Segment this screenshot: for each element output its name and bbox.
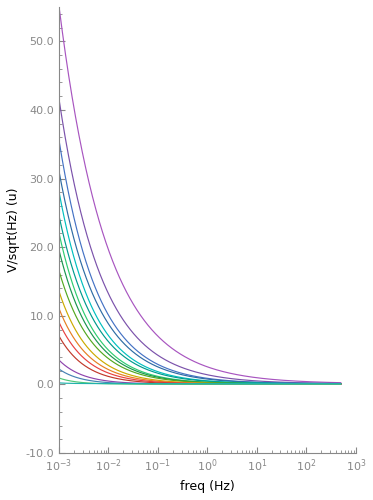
Y-axis label: V/sqrt(Hz) (u): V/sqrt(Hz) (u) <box>7 188 20 272</box>
X-axis label: freq (Hz): freq (Hz) <box>180 480 235 493</box>
